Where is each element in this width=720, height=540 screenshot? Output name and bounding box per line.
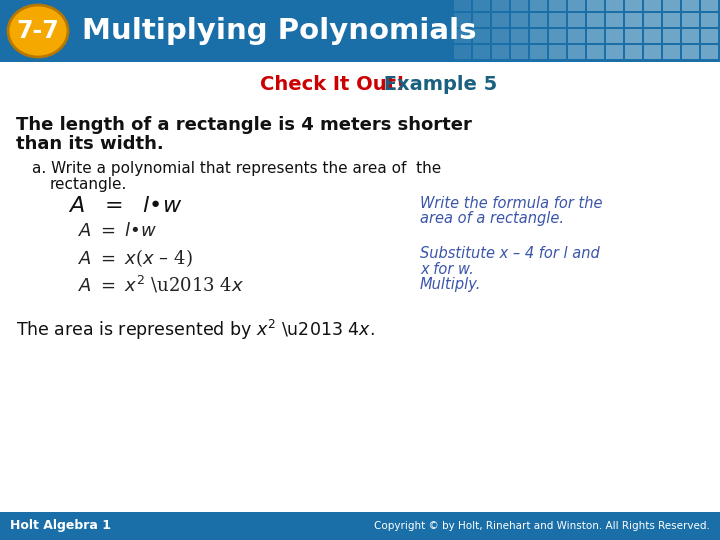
- Bar: [568, 29, 585, 43]
- Text: 7-7: 7-7: [17, 19, 59, 43]
- Text: The area is represented by $x^2$ \u2013 4$x$.: The area is represented by $x^2$ \u2013 …: [16, 318, 374, 342]
- Bar: [511, 29, 528, 43]
- Bar: [587, 45, 604, 59]
- Bar: [663, 45, 680, 59]
- Bar: [682, 13, 699, 27]
- Bar: [530, 45, 547, 59]
- Ellipse shape: [8, 5, 68, 57]
- Bar: [682, 29, 699, 43]
- Bar: [625, 45, 642, 59]
- Bar: [530, 0, 547, 11]
- Text: x for w.: x for w.: [420, 261, 474, 276]
- Bar: [530, 29, 547, 43]
- Bar: [473, 29, 490, 43]
- Bar: [549, 0, 566, 11]
- Bar: [644, 13, 661, 27]
- Text: Check It Out!: Check It Out!: [260, 76, 405, 94]
- Bar: [663, 0, 680, 11]
- Bar: [511, 0, 528, 11]
- Bar: [587, 0, 604, 11]
- Bar: [701, 45, 718, 59]
- Bar: [492, 29, 509, 43]
- Bar: [625, 29, 642, 43]
- Bar: [606, 29, 623, 43]
- Bar: [644, 0, 661, 11]
- Bar: [492, 0, 509, 11]
- Bar: [549, 13, 566, 27]
- Bar: [473, 45, 490, 59]
- Bar: [530, 13, 547, 27]
- Text: The length of a rectangle is 4 meters shorter: The length of a rectangle is 4 meters sh…: [16, 116, 472, 134]
- Bar: [568, 13, 585, 27]
- Bar: [473, 0, 490, 11]
- Text: Holt Algebra 1: Holt Algebra 1: [10, 519, 111, 532]
- Bar: [0, 0, 720, 62]
- Bar: [701, 0, 718, 11]
- Text: Multiply.: Multiply.: [420, 278, 482, 293]
- Text: Multiplying Polynomials: Multiplying Polynomials: [82, 17, 477, 45]
- Bar: [549, 29, 566, 43]
- Text: Write the formula for the: Write the formula for the: [420, 195, 603, 211]
- Bar: [701, 13, 718, 27]
- Bar: [568, 0, 585, 11]
- Text: $\bf{\it{A}}$  $=$  $\bf{\it{l}}$•$\bf{\it{w}}$: $\bf{\it{A}}$ $=$ $\bf{\it{l}}$•$\bf{\it…: [68, 195, 182, 217]
- Bar: [606, 13, 623, 27]
- Bar: [587, 29, 604, 43]
- Bar: [454, 45, 471, 59]
- Text: area of a rectangle.: area of a rectangle.: [420, 212, 564, 226]
- Bar: [511, 13, 528, 27]
- Bar: [454, 29, 471, 43]
- Text: Copyright © by Holt, Rinehart and Winston. All Rights Reserved.: Copyright © by Holt, Rinehart and Winsto…: [374, 521, 710, 531]
- Bar: [492, 13, 509, 27]
- Bar: [511, 45, 528, 59]
- Text: $\it{A}$ $=$ $\it{x}$($\it{x}$ – 4): $\it{A}$ $=$ $\it{x}$($\it{x}$ – 4): [78, 247, 193, 269]
- Bar: [492, 45, 509, 59]
- Bar: [663, 29, 680, 43]
- Text: than its width.: than its width.: [16, 135, 163, 153]
- Bar: [644, 29, 661, 43]
- Bar: [454, 13, 471, 27]
- Bar: [663, 13, 680, 27]
- Bar: [644, 45, 661, 59]
- Bar: [682, 45, 699, 59]
- Text: $\it{A}$ $=$ $\it{x}^2$ \u2013 4$\it{x}$: $\it{A}$ $=$ $\it{x}^2$ \u2013 4$\it{x}$: [78, 274, 244, 295]
- Text: Example 5: Example 5: [377, 76, 498, 94]
- Text: $\it{A}$ $=$ $\it{l}$•$\it{w}$: $\it{A}$ $=$ $\it{l}$•$\it{w}$: [78, 222, 157, 240]
- Bar: [625, 0, 642, 11]
- Bar: [454, 0, 471, 11]
- Bar: [625, 13, 642, 27]
- Bar: [0, 512, 720, 540]
- Text: a. Write a polynomial that represents the area of  the: a. Write a polynomial that represents th…: [32, 160, 441, 176]
- Bar: [549, 45, 566, 59]
- Bar: [606, 0, 623, 11]
- Bar: [587, 13, 604, 27]
- Text: rectangle.: rectangle.: [50, 177, 127, 192]
- Bar: [473, 13, 490, 27]
- Bar: [568, 45, 585, 59]
- Text: Substitute x – 4 for l and: Substitute x – 4 for l and: [420, 246, 600, 260]
- Bar: [606, 45, 623, 59]
- Bar: [701, 29, 718, 43]
- Bar: [682, 0, 699, 11]
